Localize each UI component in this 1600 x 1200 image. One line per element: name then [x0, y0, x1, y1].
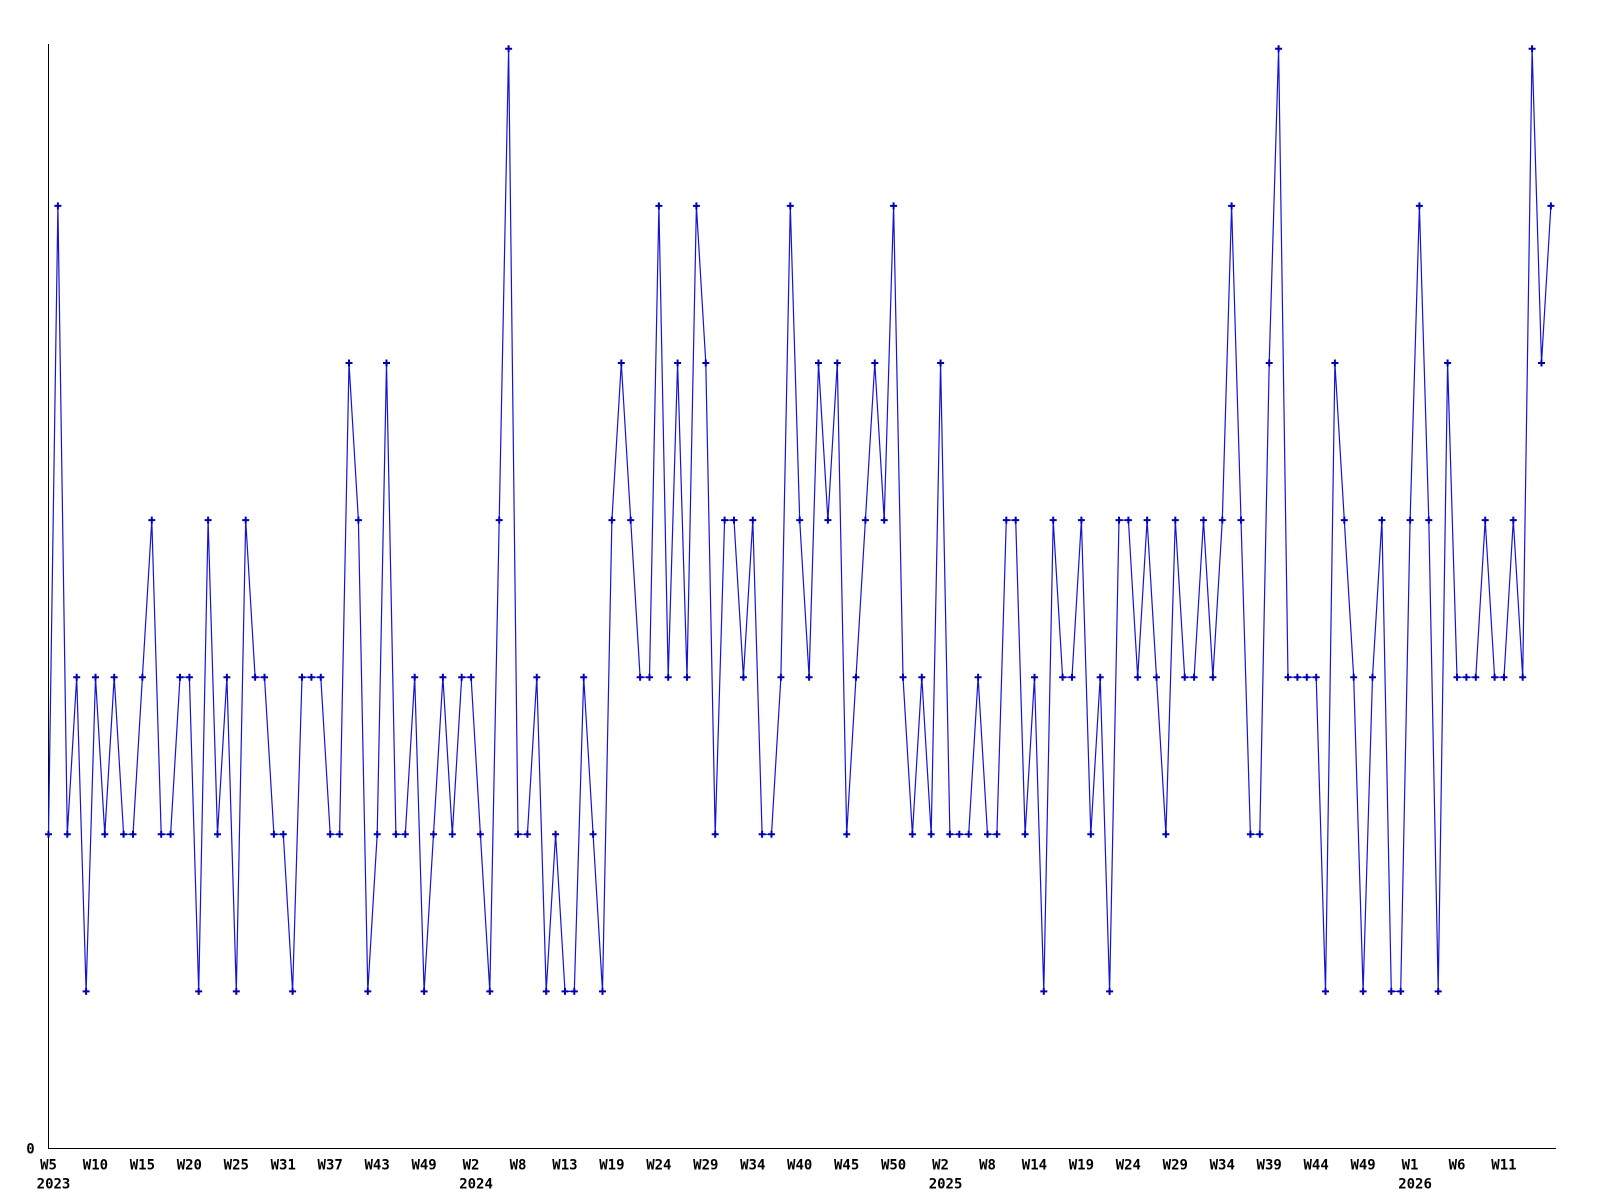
x-tick-label: W1 [1402, 1158, 1419, 1174]
x-tick-label: W31 [271, 1158, 296, 1174]
x-tick-label: W50 [881, 1158, 906, 1174]
x-tick-label: W34 [1210, 1158, 1235, 1174]
x-tick-label: W8 [979, 1158, 996, 1174]
x-tick-label: W2 [932, 1158, 949, 1174]
x-tick-label: W25 [224, 1158, 249, 1174]
x-tick-label: W13 [552, 1158, 577, 1174]
x-tick-label: W5 [40, 1158, 57, 1174]
x-tick-label: W8 [510, 1158, 527, 1174]
x-tick-label: W39 [1257, 1158, 1282, 1174]
x-tick-label: W10 [83, 1158, 108, 1174]
x-tick-label: W24 [1116, 1158, 1141, 1174]
x-tick-label: W15 [130, 1158, 155, 1174]
x-axis-year-labels: 2023 2024 2025 2026 [37, 1177, 1432, 1193]
data-point-markers [45, 45, 1555, 995]
x-tick-label: W20 [177, 1158, 202, 1174]
x-tick-label: W6 [1449, 1158, 1466, 1174]
x-tick-labels: W5 W10 W15 W20 W25 W31 W37 W43 W49 W2 W8 W13 W19 W24 W… [40, 1158, 1517, 1174]
x-tick-label: W2 [463, 1158, 480, 1174]
year-label: 2023 [37, 1177, 71, 1193]
x-tick-label: W11 [1491, 1158, 1516, 1174]
year-label: 2026 [1398, 1177, 1432, 1193]
x-tick-label: W34 [740, 1158, 765, 1174]
x-tick-label: W43 [365, 1158, 390, 1174]
year-label: 2025 [929, 1177, 963, 1193]
y-axis-origin-label: 0 [26, 1142, 34, 1158]
x-tick-label: W29 [1163, 1158, 1188, 1174]
x-tick-label: W19 [599, 1158, 624, 1174]
x-tick-label: W14 [1022, 1158, 1047, 1174]
x-tick-label: W40 [787, 1158, 812, 1174]
x-tick-label: W49 [411, 1158, 436, 1174]
x-tick-label: W24 [646, 1158, 671, 1174]
year-label: 2024 [459, 1177, 493, 1193]
x-tick-label: W29 [693, 1158, 718, 1174]
x-tick-label: W49 [1350, 1158, 1375, 1174]
x-tick-label: W45 [834, 1158, 859, 1174]
x-tick-label: W44 [1304, 1158, 1329, 1174]
x-tick-label: W19 [1069, 1158, 1094, 1174]
x-tick-label: W37 [318, 1158, 343, 1174]
